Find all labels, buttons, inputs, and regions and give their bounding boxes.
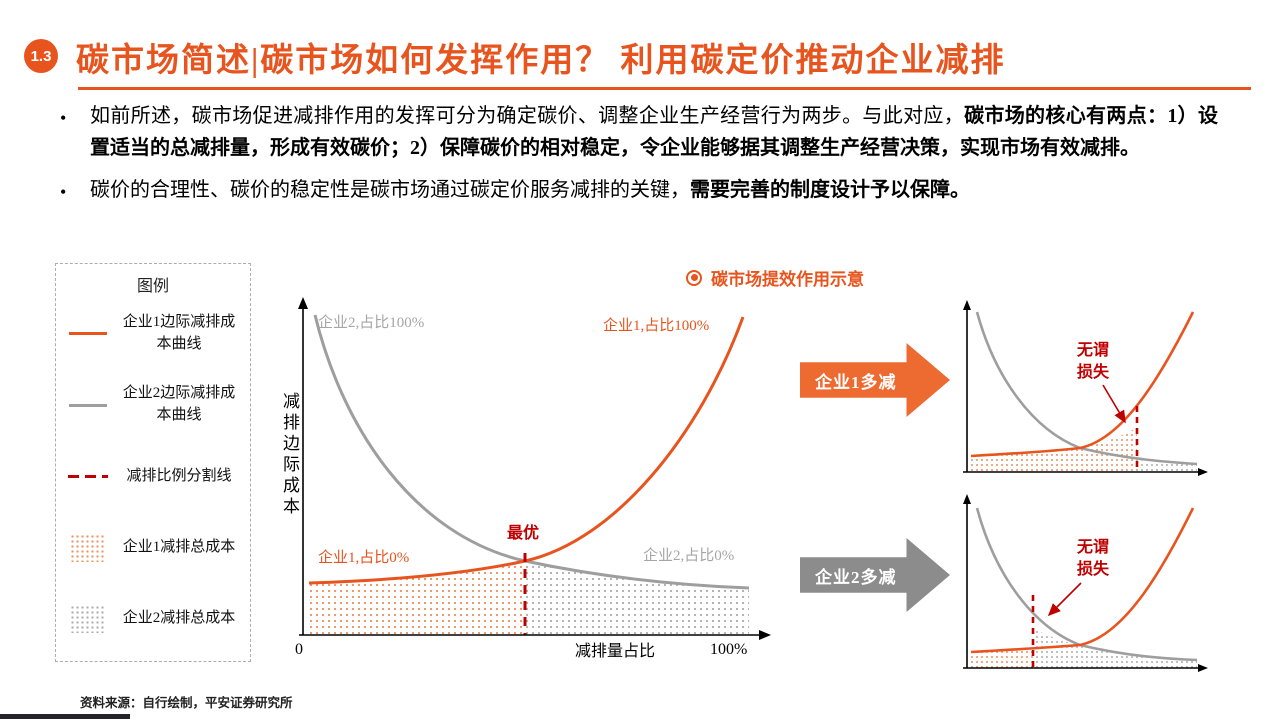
enterprise1-cost-area (971, 427, 1137, 472)
enterprise1-cost-area (309, 561, 525, 635)
y-axis-label: 减排边际成本 (280, 392, 299, 518)
legend-item: 企业2边际减排成本曲线 (60, 369, 246, 440)
legend-item: 企业1减排总成本 (60, 512, 246, 583)
legend-swatch-cell (60, 533, 116, 562)
red-dashed-line-swatch (68, 475, 108, 479)
x-axis-arrowhead (1198, 664, 1208, 672)
x-axis-arrowhead (759, 630, 771, 640)
enterprise1-marginal-cost-curve (970, 507, 1195, 654)
bullet-list: • 如前所述，碳市场促进减排作用的发挥可分为确定碳价、调整企业生产经营行为两步。… (60, 101, 1218, 218)
origin-label: 0 (295, 641, 303, 658)
legend-item: 减排比例分割线 (60, 441, 246, 512)
bullet-text-normal: 如前所述，碳市场促进减排作用的发挥可分为确定碳价、调整企业生产经营行为两步。与此… (90, 105, 965, 127)
enterprise1-marginal-cost-curve (308, 316, 745, 585)
bullseye-icon (686, 269, 702, 286)
deadweight-loss-label-line1: 无谓 (1076, 538, 1109, 556)
bullet-marker-icon: • (60, 182, 67, 203)
deadweight-loss-arrow (1102, 384, 1126, 424)
enterprise1-more-reduction-arrow: 企业1多减 (800, 343, 950, 417)
y-axis-arrowhead (963, 300, 971, 310)
legend-item-label: 企业1减排总成本 (122, 539, 236, 556)
bullet-text-normal: 碳价的合理性、碳价的稳定性是碳市场通过碳定价服务减排的关键， (90, 179, 690, 202)
legend-swatch-cell (60, 475, 116, 479)
source-note: 资料来源：自行绘制，平安证券研究所 (80, 696, 293, 710)
diagram-title: 碳市场提效作用示意 (686, 265, 864, 290)
x-axis-arrowhead (1198, 468, 1208, 476)
bullet-text: 如前所述，碳市场促进减排作用的发挥可分为确定碳价、调整企业生产经营行为两步。与此… (90, 101, 1218, 164)
enterprise2-more-reduction-arrow: 企业2多减 (800, 538, 950, 612)
enterprise2-marginal-cost-curve (975, 507, 1198, 662)
label-enterprise1-0pct: 企业1,占比0% (318, 548, 409, 566)
bullet-marker-icon: • (60, 108, 67, 128)
deadweight-loss-arrow (1047, 582, 1082, 617)
arrow-label: 企业1多减 (815, 372, 897, 392)
enterprise2-marginal-cost-curve (313, 314, 750, 590)
deadweight-loss-label-line1: 无谓 (1076, 341, 1109, 359)
deadweight-loss-label-line2: 损失 (1077, 559, 1110, 578)
legend-box: 图例 企业1边际减排成本曲线 企业2边际减排成本曲线 减排比例分割线 企业1减排… (55, 263, 251, 662)
bullseye-dot (690, 274, 698, 281)
title-underline (78, 87, 1251, 90)
label-enterprise1-100pct: 企业1,占比100% (603, 316, 709, 334)
small-chart-enterprise2: 无谓 损失 (963, 494, 1208, 672)
bullet-item: • 如前所述，碳市场促进减排作用的发挥可分为确定碳价、调整企业生产经营行为两步。… (60, 101, 1218, 164)
x-axis-label: 减排量占比 (575, 642, 655, 660)
gray-curve-swatch (69, 403, 107, 407)
legend-item-label: 企业1边际减排成本曲线 (122, 313, 236, 352)
bullet-item: • 碳价的合理性、碳价的稳定性是碳市场通过碳定价服务减排的关键，需要完善的制度设… (60, 175, 1218, 207)
gray-dots-swatch (70, 605, 106, 634)
legend-swatch-cell (60, 605, 116, 634)
orange-dots-swatch (70, 533, 106, 562)
enterprise1-marginal-cost-curve (970, 311, 1195, 458)
x-max-label: 100% (710, 641, 747, 658)
bottom-accent-bar (0, 714, 130, 719)
legend-item-label: 企业2减排总成本 (122, 610, 236, 627)
legend-item: 企业1边际减排成本曲线 (60, 298, 246, 369)
enterprise1-cost-area (971, 648, 1033, 668)
bullet-text: 碳价的合理性、碳价的稳定性是碳市场通过碳定价服务减排的关键，需要完善的制度设计予… (90, 175, 970, 207)
diagram-title-text: 碳市场提效作用示意 (711, 270, 864, 289)
enterprise2-cost-area (525, 561, 749, 635)
y-axis-arrowhead (963, 494, 971, 504)
label-enterprise2-0pct: 企业2,占比0% (643, 546, 734, 564)
small-chart-enterprise1: 无谓 损失 (963, 300, 1208, 476)
deadweight-loss-label-line2: 损失 (1077, 362, 1110, 381)
optimum-label: 最优 (507, 523, 539, 542)
legend-item-label: 减排比例分割线 (126, 467, 232, 484)
enterprise2-marginal-cost-curve (975, 311, 1198, 466)
arrow-label: 企业2多减 (815, 567, 897, 587)
label-enterprise2-100pct: 企业2,占比100% (318, 313, 424, 331)
page-title: 碳市场简述|碳市场如何发挥作用？ 利用碳定价推动企业减排 (76, 43, 1006, 79)
legend-title: 图例 (136, 278, 169, 295)
section-number-badge: 1.3 (24, 39, 58, 73)
bullet-text-bold: 碳市场的核心有两点：1）设置适当的总减排量，形成有效碳价；2）保障碳价的相对稳定… (90, 105, 1219, 159)
legend-swatch-cell (60, 403, 116, 407)
main-chart: 企业2,占比100% 企业1,占比100% 企业1,占比0% 企业2,占比0% … (295, 297, 771, 660)
y-axis-arrowhead (298, 297, 308, 309)
bullet-text-bold: 需要完善的制度设计予以保障。 (690, 179, 970, 202)
orange-curve-swatch (69, 332, 107, 336)
legend-item: 企业2减排总成本 (60, 584, 246, 655)
legend-swatch-cell (60, 332, 116, 336)
legend-item-label: 企业2边际减排成本曲线 (122, 385, 236, 424)
